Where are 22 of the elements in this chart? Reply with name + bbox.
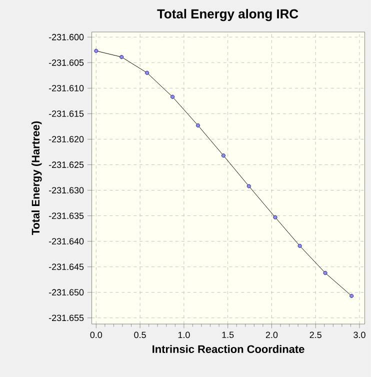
y-tick-label: -231.630 bbox=[49, 187, 84, 194]
y-tick-label: -231.655 bbox=[49, 314, 84, 322]
y-tick-label: -231.620 bbox=[49, 136, 84, 142]
y-tick-label: -231.625 bbox=[49, 162, 84, 168]
y-tick-label: -231.650 bbox=[49, 289, 84, 296]
x-tick-label: 1.0 bbox=[178, 332, 190, 338]
y-tick-label: -231.645 bbox=[49, 264, 84, 270]
y-tick-label: -231.640 bbox=[49, 238, 84, 244]
y-tick-label: -231.600 bbox=[49, 34, 84, 40]
y-tick-label: -231.610 bbox=[49, 84, 84, 92]
x-tick-label: 0.5 bbox=[134, 332, 146, 338]
x-axis-title: Intrinsic Reaction Coordinate bbox=[152, 344, 304, 354]
x-tick-label: 2.0 bbox=[266, 332, 278, 338]
x-tick-label: 3.0 bbox=[354, 332, 366, 338]
x-tick-label: 1.5 bbox=[222, 332, 234, 338]
y-tick-label: -231.605 bbox=[49, 59, 84, 66]
y-axis-title: Total Energy (Hartree) bbox=[32, 121, 42, 236]
chart-title: Total Energy along IRC bbox=[157, 8, 298, 22]
x-tick-label: 2.5 bbox=[310, 332, 322, 338]
y-tick-label: -231.635 bbox=[49, 212, 84, 219]
x-tick-label: 0.0 bbox=[90, 332, 102, 338]
y-tick-label: -231.615 bbox=[49, 110, 84, 117]
